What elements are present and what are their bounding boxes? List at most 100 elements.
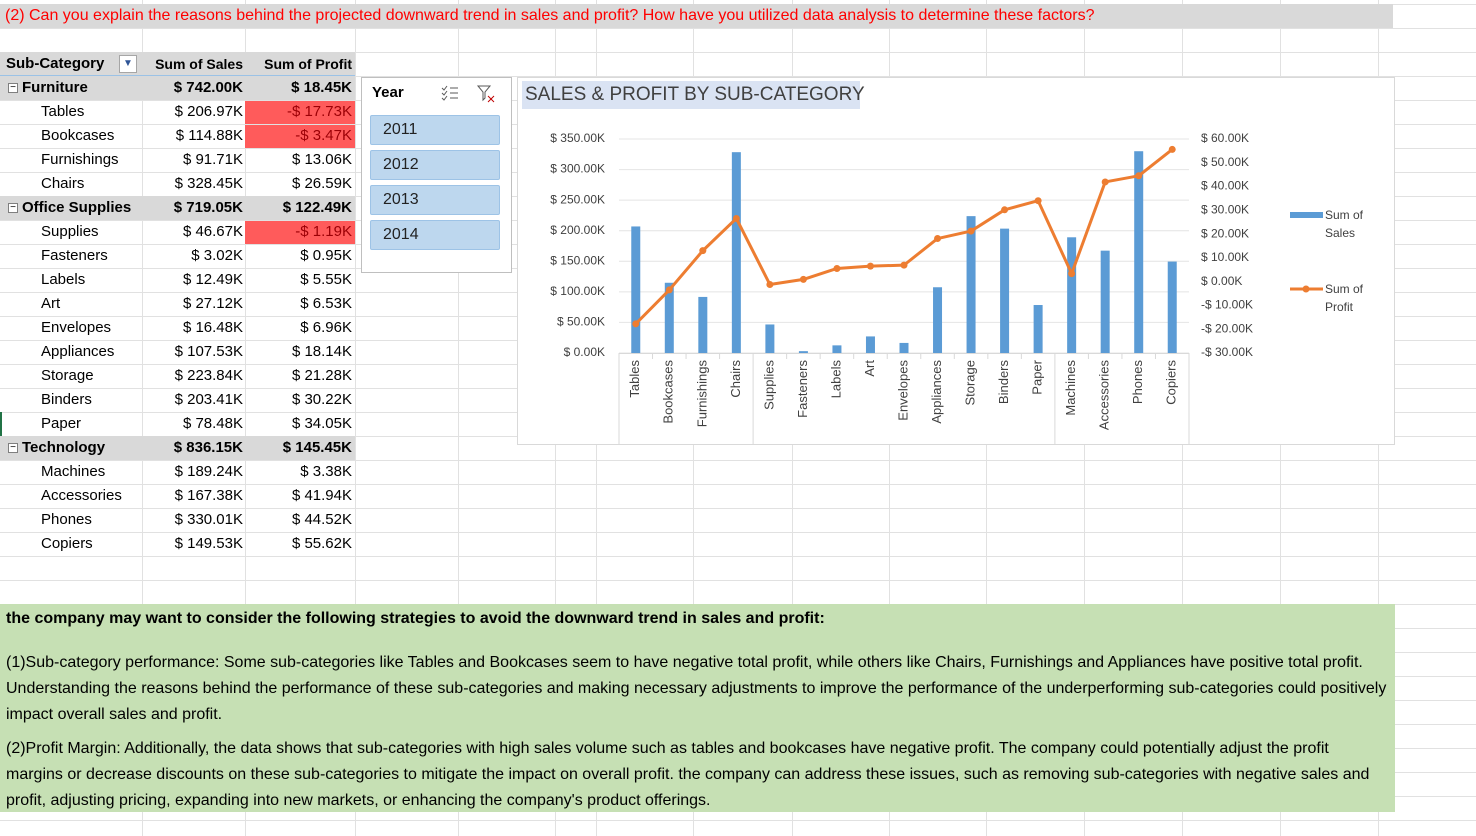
row-label: Furnishings — [41, 151, 119, 168]
line-marker — [900, 261, 908, 269]
collapse-button[interactable]: − — [8, 443, 18, 453]
sales-cell: $ 167.38K — [174, 487, 243, 504]
bar — [731, 152, 741, 353]
x-tick-label: Copiers — [1164, 360, 1179, 405]
sales-cell: $ 223.84K — [174, 367, 243, 384]
line-marker — [1068, 270, 1076, 278]
bar — [664, 282, 674, 353]
line-marker — [1001, 206, 1009, 214]
legend-swatch — [1290, 212, 1323, 218]
notes-paragraph: (2)Profit Margin: Additionally, the data… — [6, 740, 1370, 809]
slicer-item[interactable]: 2011 — [370, 115, 500, 145]
bar — [1000, 228, 1010, 353]
y2-tick-label: $ 20.00K — [1201, 226, 1249, 240]
y2-tick-label: $ 0.00K — [1201, 274, 1242, 288]
row-label: Machines — [41, 463, 106, 480]
profit-cell: $ 0.95K — [300, 247, 352, 264]
profit-cell: $ 30.22K — [291, 391, 352, 408]
x-tick-label: Storage — [962, 360, 977, 406]
row-label: Supplies — [41, 223, 99, 240]
sales-cell: $ 12.49K — [182, 271, 243, 288]
line-marker — [833, 264, 841, 272]
bar — [1167, 261, 1177, 353]
profit-cell: $ 5.55K — [300, 271, 352, 288]
sales-cell: $ 203.41K — [174, 391, 243, 408]
chart-area: SALES & PROFIT BY SUB-CATEGORY $ 0.00K $ … — [517, 77, 1395, 445]
collapse-button[interactable]: − — [8, 203, 18, 213]
y2-tick-label: $ 30.00K — [1201, 203, 1249, 217]
line-marker — [934, 235, 942, 243]
x-tick-label: Phones — [1130, 360, 1145, 405]
row-label: Accessories — [41, 487, 122, 504]
y2-tick-label: -$ 30.00K — [1201, 345, 1253, 359]
slicer-item[interactable]: 2013 — [370, 185, 500, 215]
row-label: Paper — [41, 415, 82, 432]
line-marker — [866, 262, 874, 270]
profit-cell: $ 26.59K — [291, 175, 352, 192]
slicer-title: Year — [372, 84, 404, 101]
profit-cell: $ 18.45K — [291, 79, 352, 96]
pivot-header: Sub-Category — [6, 55, 105, 72]
profit-cell: $ 6.53K — [300, 295, 352, 312]
slicer-item[interactable]: 2014 — [370, 220, 500, 250]
notes-heading: the company may want to consider the fol… — [6, 610, 825, 627]
row-label: Copiers — [41, 535, 93, 552]
line-marker — [665, 286, 673, 294]
negative-highlight — [245, 125, 355, 148]
x-tick-label: Binders — [996, 360, 1011, 405]
profit-cell: $ 41.94K — [291, 487, 352, 504]
line — [634, 148, 1174, 325]
row-label: Storage — [41, 367, 94, 384]
sales-cell: $ 328.45K — [174, 175, 243, 192]
row-label: Bookcases — [41, 127, 115, 144]
sales-cell: $ 206.97K — [174, 103, 243, 120]
profit-cell: $ 122.49K — [282, 199, 352, 216]
line-marker — [799, 275, 807, 283]
sales-cell: $ 114.88K — [175, 127, 243, 144]
negative-highlight — [245, 101, 355, 124]
bar — [798, 351, 808, 353]
line-marker — [1135, 172, 1143, 180]
slicer-icons[interactable] — [440, 82, 504, 106]
x-tick-label: Appliances — [929, 360, 944, 424]
y-tick-label: $ 200.00K — [550, 223, 605, 237]
filter-button[interactable]: ▼ — [119, 55, 137, 73]
row-label: Labels — [41, 271, 86, 288]
sales-cell: $ 719.05K — [173, 199, 243, 216]
y-tick-label: $ 150.00K — [550, 253, 605, 267]
group-row-bg — [0, 436, 355, 460]
y2-tick-label: $ 50.00K — [1201, 155, 1249, 169]
sales-cell: $ 107.53K — [174, 343, 243, 360]
sales-cell: $ 742.00K — [173, 79, 243, 96]
x-tick-label: Furnishings — [694, 360, 709, 428]
group-label: Furniture — [22, 79, 88, 96]
profit-cell: $ 44.52K — [291, 511, 352, 528]
y-tick-label: $ 300.00K — [550, 162, 605, 176]
group-label: Technology — [22, 439, 106, 456]
x-tick-label: Labels — [828, 360, 843, 399]
line-marker — [1034, 197, 1042, 205]
profit-cell: $ 145.45K — [282, 439, 352, 456]
profit-cell: $ 34.05K — [291, 415, 352, 432]
x-tick-label: Accessories — [1097, 360, 1112, 431]
sales-cell: $ 46.67K — [182, 223, 243, 240]
pivot-header: Sum of Profit — [264, 56, 352, 72]
sales-cell: $ 149.53K — [174, 535, 243, 552]
y2-tick-label: $ 60.00K — [1201, 131, 1249, 145]
y2-tick-label: $ 40.00K — [1201, 179, 1249, 193]
sales-cell: $ 16.48K — [182, 319, 243, 336]
bar — [865, 336, 875, 353]
sales-cell: $ 78.48K — [182, 415, 243, 432]
y2-tick-label: -$ 20.00K — [1201, 321, 1253, 335]
legend-swatch — [1302, 285, 1310, 293]
line-marker — [967, 227, 975, 235]
slicer-item[interactable]: 2012 — [370, 150, 500, 180]
row-label: Binders — [41, 391, 92, 408]
y-tick-label: $ 350.00K — [550, 131, 605, 145]
profit-cell: $ 6.96K — [300, 319, 352, 336]
collapse-button[interactable]: − — [8, 83, 18, 93]
group-row-bg — [0, 76, 355, 100]
profit-cell: -$ 3.47K — [295, 127, 352, 144]
